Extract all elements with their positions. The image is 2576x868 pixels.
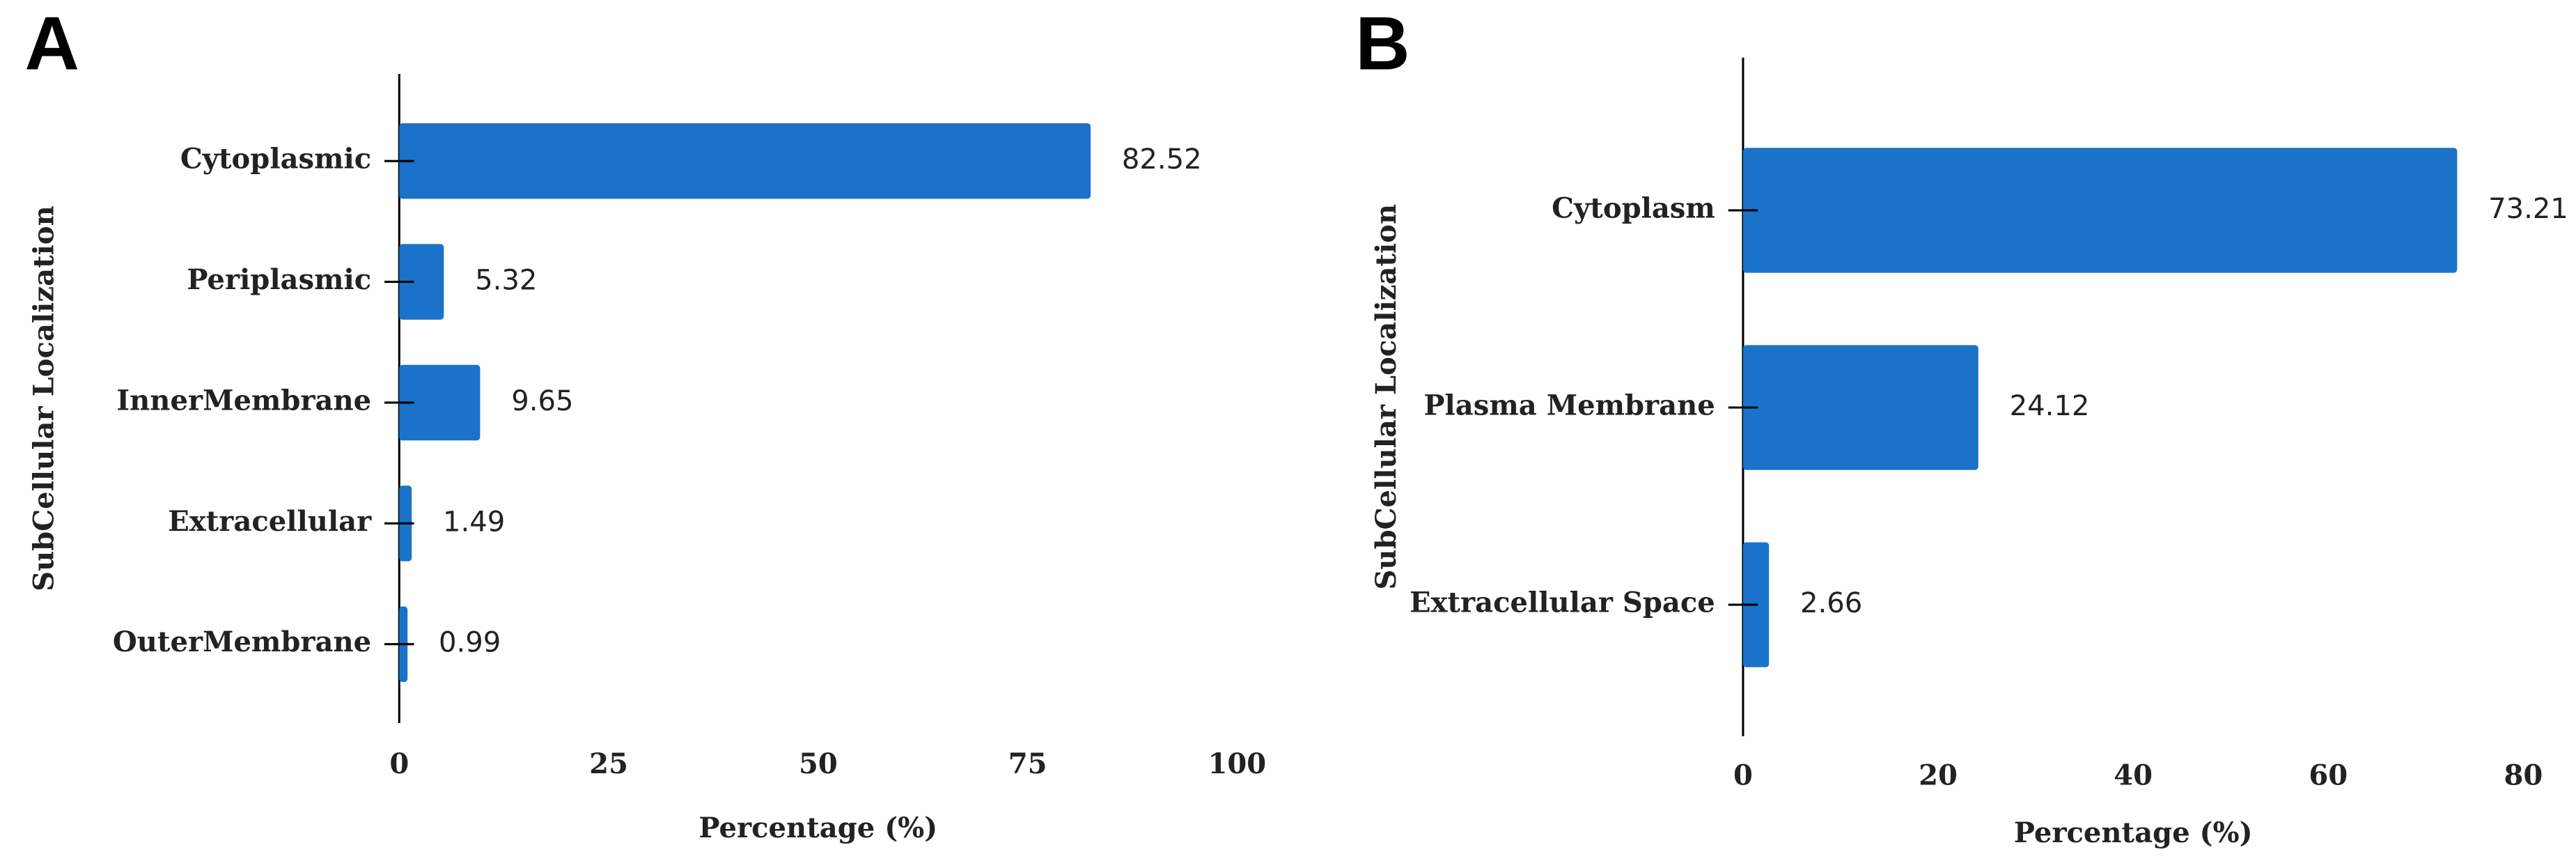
category-label: Cytoplasmic xyxy=(180,143,371,176)
x-tick-label: 60 xyxy=(2309,759,2348,791)
category-label: Extracellular xyxy=(168,505,372,538)
y-axis-title: SubCellular Localization xyxy=(28,206,61,591)
x-tick-label: 25 xyxy=(589,747,628,780)
x-tick-label: 0 xyxy=(389,747,409,780)
x-tick-label: 80 xyxy=(2504,759,2543,791)
value-label: 73.21 xyxy=(2488,193,2568,225)
x-tick-label: 20 xyxy=(1919,759,1958,791)
bar xyxy=(399,364,481,441)
value-label: 1.49 xyxy=(443,506,505,538)
category-label: Plasma Membrane xyxy=(1423,389,1715,422)
x-tick-label: 40 xyxy=(2114,759,2153,791)
bar xyxy=(1742,345,1978,470)
x-axis-title: Percentage (%) xyxy=(698,812,937,844)
x-tick-label: 100 xyxy=(1208,747,1267,780)
x-tick-label: 75 xyxy=(1008,747,1047,780)
bar xyxy=(399,123,1091,199)
category-label: Cytoplasm xyxy=(1552,192,1715,224)
value-label: 2.66 xyxy=(1800,587,1862,619)
x-axis-title: Percentage (%) xyxy=(2014,816,2253,849)
bar xyxy=(1742,148,2458,273)
value-label: 82.52 xyxy=(1122,144,1202,176)
category-label: OuterMembrane xyxy=(113,626,371,658)
category-label: Extracellular Space xyxy=(1410,587,1715,619)
category-label: InnerMembrane xyxy=(116,384,371,417)
value-label: 5.32 xyxy=(475,265,537,297)
x-tick-label: 50 xyxy=(799,747,838,780)
y-axis-title: SubCellular Localization xyxy=(1370,204,1403,590)
value-label: 9.65 xyxy=(511,385,573,417)
x-tick-label: 0 xyxy=(1733,759,1753,791)
value-label: 0.99 xyxy=(439,627,501,659)
panel-label: B xyxy=(1355,1,1410,85)
panel-label: A xyxy=(24,1,79,85)
bar xyxy=(399,244,444,320)
category-label: Periplasmic xyxy=(187,263,371,296)
value-label: 24.12 xyxy=(2010,390,2090,422)
